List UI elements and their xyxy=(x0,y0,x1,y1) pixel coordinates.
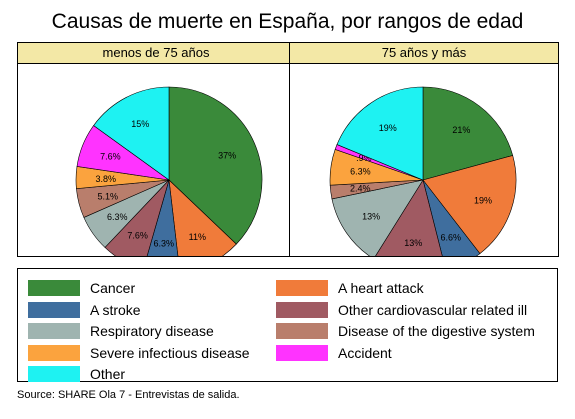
slice-label-disease-of-the-digestive-system: 2.4% xyxy=(350,184,371,194)
legend-item-other: Other xyxy=(28,365,125,383)
legend-label-a-heart-attack: A heart attack xyxy=(338,280,424,296)
legend-item-respiratory-disease: Respiratory disease xyxy=(28,322,214,340)
pie-slice-a-heart-attack xyxy=(168,179,237,256)
pie-slice-other xyxy=(336,86,424,181)
legend-label-a-stroke: A stroke xyxy=(90,301,141,318)
panel-header-75-plus: 75 años y más xyxy=(290,43,558,64)
legend: Cancer A heart attack A stroke Other cardio… xyxy=(17,268,558,382)
legend-item-disease-of-the-digestive-system: Disease of the digestive system xyxy=(276,322,535,340)
pie-slice-other-cardiovascular-related-ill xyxy=(375,179,443,256)
slice-label-a-stroke: 6.3% xyxy=(154,239,175,249)
slice-label-severe-infectious-disease: 3.8% xyxy=(96,174,117,184)
slice-label-disease-of-the-digestive-system: 5.1% xyxy=(98,191,119,201)
legend-label-other-cardiovascular-related-ill: Other cardiovascular related ill xyxy=(338,301,528,318)
legend-swatch-a-heart-attack xyxy=(276,280,328,296)
chart-title: Causas de muerte en España, por rangos d… xyxy=(51,10,524,33)
pie-slice-respiratory-disease xyxy=(331,179,424,256)
legend-item-a-stroke: A stroke xyxy=(28,301,141,319)
slice-label-other: 15% xyxy=(131,119,149,129)
pie-chart-under-75: 37% 11% 6.3% 7.6% 6.3% 5.1% 3.8% 7.6% 15% xyxy=(75,86,263,256)
legend-swatch-cancer xyxy=(28,280,80,296)
legend-item-severe-infectious-disease: Severe infectious disease xyxy=(28,344,250,362)
legend-label-respiratory-disease: Respiratory disease xyxy=(90,323,214,339)
legend-swatch-a-stroke xyxy=(28,301,80,318)
legend-swatch-other-cardiovascular-related-ill xyxy=(276,301,328,318)
legend-swatch-severe-infectious-disease xyxy=(28,344,80,361)
slice-label-accident: .9% xyxy=(356,153,372,163)
slice-label-a-heart-attack: 19% xyxy=(474,196,492,206)
slice-label-other-cardiovascular-related-ill: 7.6% xyxy=(127,230,148,240)
legend-item-a-heart-attack: A heart attack xyxy=(276,279,424,297)
slice-label-other-cardiovascular-related-ill: 13% xyxy=(404,238,422,248)
slice-label-a-stroke: 6.6% xyxy=(440,232,461,242)
legend-item-accident: Accident xyxy=(276,344,392,362)
legend-label-other: Other xyxy=(90,366,126,382)
legend-label-disease-of-the-digestive-system: Disease of the digestive system xyxy=(338,323,535,339)
pie-chart-75-plus: 21% 19% 6.6% 13% 13% 2.4% 6.3% .9% 19% xyxy=(329,86,517,256)
slice-label-cancer: 37% xyxy=(218,151,236,161)
legend-swatch-respiratory-disease xyxy=(28,323,80,339)
legend-swatch-disease-of-the-digestive-system xyxy=(276,323,328,339)
pie-slice-a-stroke xyxy=(146,179,179,256)
pie-slice-other xyxy=(93,86,170,181)
slice-label-respiratory-disease: 13% xyxy=(362,212,380,222)
legend-label-cancer: Cancer xyxy=(90,280,136,296)
legend-item-cancer: Cancer xyxy=(28,279,135,297)
panel-75-plus: 75 años y más 21% 19% 6.6% 13% 13% 2.4% 6.3% .9… xyxy=(289,42,559,257)
legend-label-accident: Accident xyxy=(338,344,392,361)
pie-slice-cancer xyxy=(168,86,263,245)
slice-label-accident: 7.6% xyxy=(100,152,121,162)
pie-slice-a-stroke xyxy=(422,179,481,256)
slice-label-other: 19% xyxy=(379,123,397,133)
slice-label-a-heart-attack: 11% xyxy=(189,232,206,242)
legend-swatch-other xyxy=(28,366,80,382)
slice-label-severe-infectious-disease: 6.3% xyxy=(350,167,371,177)
source-note: Source: SHARE Ola 7 - Entrevistas de sal… xyxy=(17,389,240,401)
pie-slice-cancer xyxy=(422,86,514,181)
panel-under-75: menos de 75 años 37% 11% 6.3% 7.6% 6.3% 5.1% 3… xyxy=(17,42,295,257)
slice-label-cancer: 21% xyxy=(452,125,470,135)
legend-item-other-cardiovascular-related-ill: Other cardiovascular related ill xyxy=(276,301,527,319)
pie-slice-a-heart-attack xyxy=(422,155,517,255)
slice-label-respiratory-disease: 6.3% xyxy=(107,212,128,222)
panel-header-under-75: menos de 75 años xyxy=(18,43,294,64)
legend-label-severe-infectious-disease: Severe infectious disease xyxy=(90,344,250,361)
legend-swatch-accident xyxy=(276,344,328,361)
